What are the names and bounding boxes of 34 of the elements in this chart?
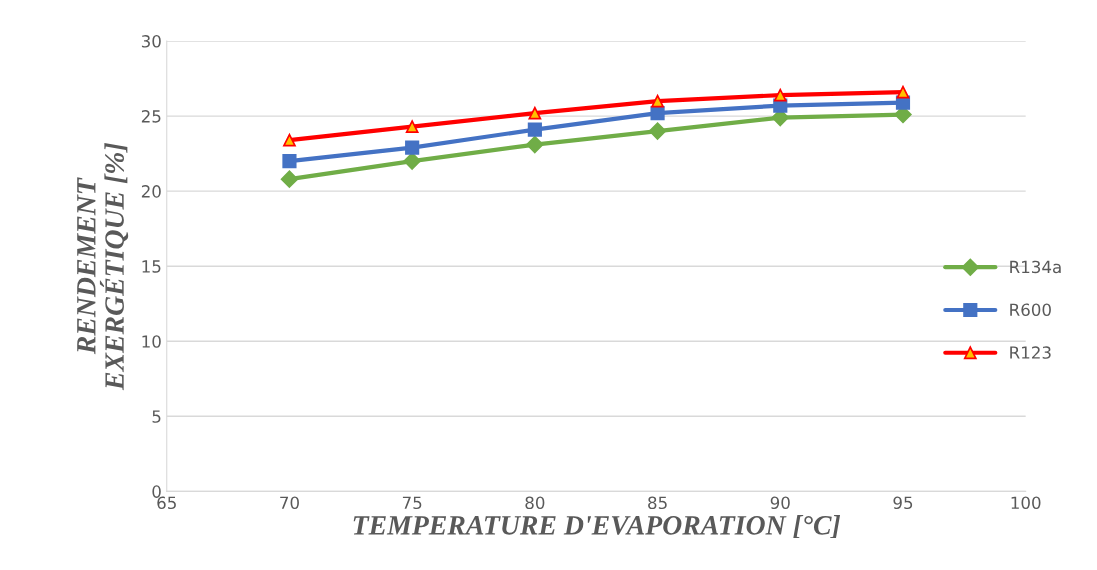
point [651,94,664,108]
point [648,122,667,140]
x-tick-label: 70 [280,496,299,510]
point [283,133,296,147]
point [650,106,665,121]
y-tick-label: 30 [141,35,161,48]
legend-label: R600 [1010,303,1051,317]
y-tick-label: 5 [152,410,161,423]
point [280,170,299,188]
point [773,88,787,102]
point [405,140,420,155]
point [526,135,544,154]
y-tick-label: 0 [152,485,161,498]
y-tick-label: 25 [141,110,161,123]
y-tick-label: 15 [142,260,161,273]
y-tick-label: 10 [142,335,161,348]
x-tick-label: 90 [770,496,790,510]
y-axis-title: RENDEMENT EXERGÉTIQUE [%] [77,143,129,391]
x-axis-title: TEMPERATURE D'EVAPORATION [°C] [353,515,841,539]
point [403,152,421,170]
point [282,154,297,169]
point [527,122,542,137]
x-tick-label: 65 [157,496,176,510]
point [528,106,542,120]
x-tick-label: 85 [648,496,667,510]
point [896,85,910,99]
y-tick-label: 20 [141,185,161,198]
legend-label: R134a [1010,260,1061,274]
x-tick-label: 75 [402,496,422,510]
x-tick-label: 80 [525,496,545,510]
point [405,120,419,133]
x-tick-label: 95 [893,496,913,510]
x-tick-label: 100 [1011,496,1041,510]
legend-label: R123 [1010,346,1051,359]
